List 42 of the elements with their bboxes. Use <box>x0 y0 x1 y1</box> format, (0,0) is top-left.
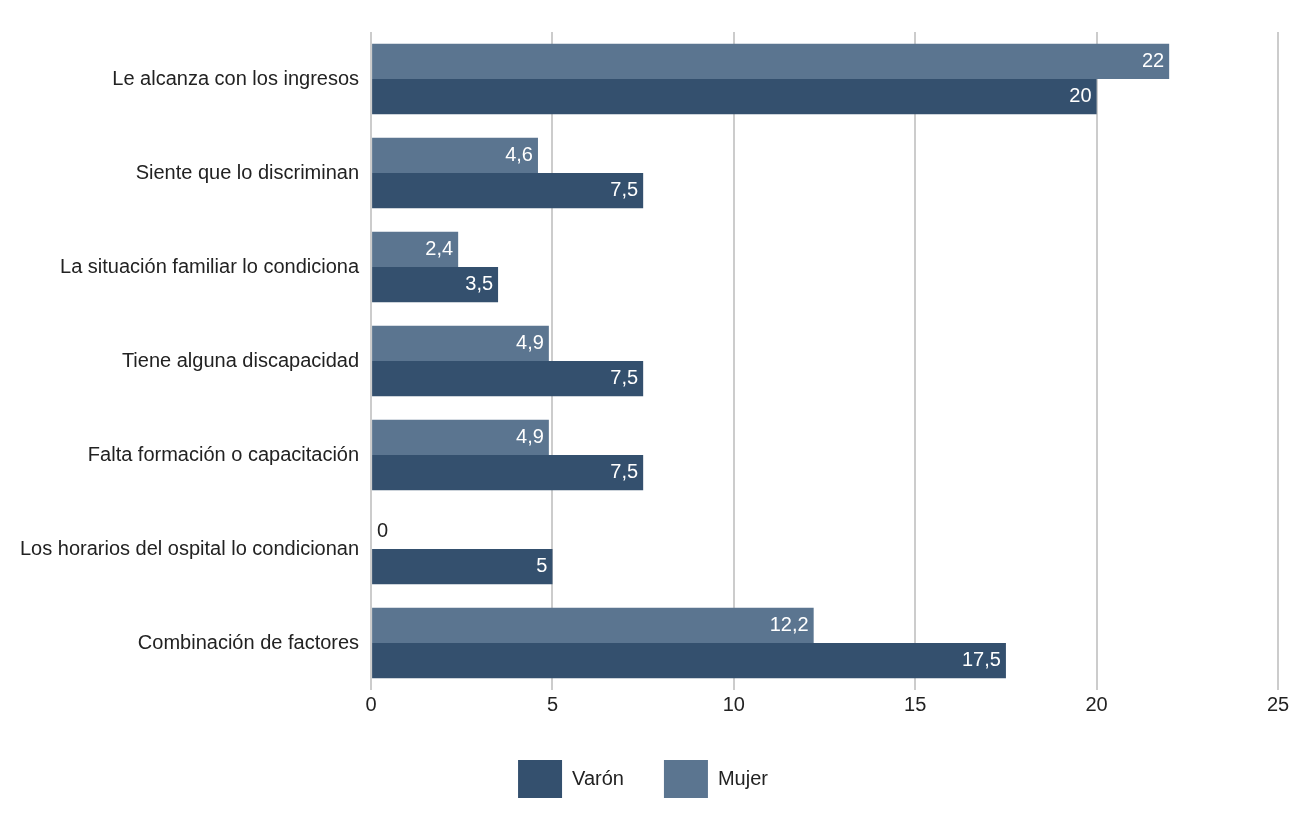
data-label: 17,5 <box>961 648 1001 671</box>
data-label: 20 <box>1069 84 1092 107</box>
data-label: 12,2 <box>769 612 809 635</box>
data-label: 4,9 <box>516 330 544 353</box>
bar <box>372 137 538 173</box>
bar <box>372 361 644 397</box>
data-label: 22 <box>1141 48 1165 71</box>
bar <box>372 549 553 585</box>
y-tick-label: Los horarios del ospital lo condicionan <box>19 536 360 559</box>
data-label: 3,5 <box>465 272 494 295</box>
y-tick-label: Le alcanza con los ingresos <box>112 66 360 89</box>
x-tick-label: 20 <box>1085 692 1108 715</box>
data-label: 2,4 <box>425 236 454 259</box>
data-label: 5 <box>536 554 548 577</box>
y-tick-label: Combinación de factores <box>137 630 360 653</box>
bar <box>372 607 814 643</box>
bar <box>372 43 1170 79</box>
x-tick-label: 5 <box>546 692 559 715</box>
y-tick-label: La situación familiar lo condiciona <box>60 254 360 277</box>
bar <box>372 419 549 455</box>
bar <box>372 325 549 361</box>
y-tick-label: Falta formación o capacitación <box>87 442 360 465</box>
x-tick-label: 25 <box>1266 692 1290 715</box>
data-label: 4,9 <box>516 424 544 447</box>
bar <box>372 643 1006 679</box>
x-tick-label: 10 <box>722 692 745 715</box>
bar <box>372 267 499 303</box>
legend-label: Varón <box>572 766 624 789</box>
x-tick-label: 0 <box>365 692 377 715</box>
y-tick-label: Siente que lo discriminan <box>135 160 360 183</box>
y-tick-label: Tiene alguna discapacidad <box>121 348 360 371</box>
data-label: 7,5 <box>610 178 639 201</box>
x-tick-label: 15 <box>904 692 927 715</box>
bar <box>372 231 459 267</box>
bar <box>372 455 644 491</box>
legend-label: Mujer <box>717 766 769 789</box>
data-label: 4,6 <box>505 142 533 165</box>
data-label: 0 <box>377 518 389 541</box>
data-label: 7,5 <box>610 366 639 389</box>
bar <box>372 173 644 209</box>
bar <box>372 79 1097 115</box>
data-label: 7,5 <box>610 460 639 483</box>
